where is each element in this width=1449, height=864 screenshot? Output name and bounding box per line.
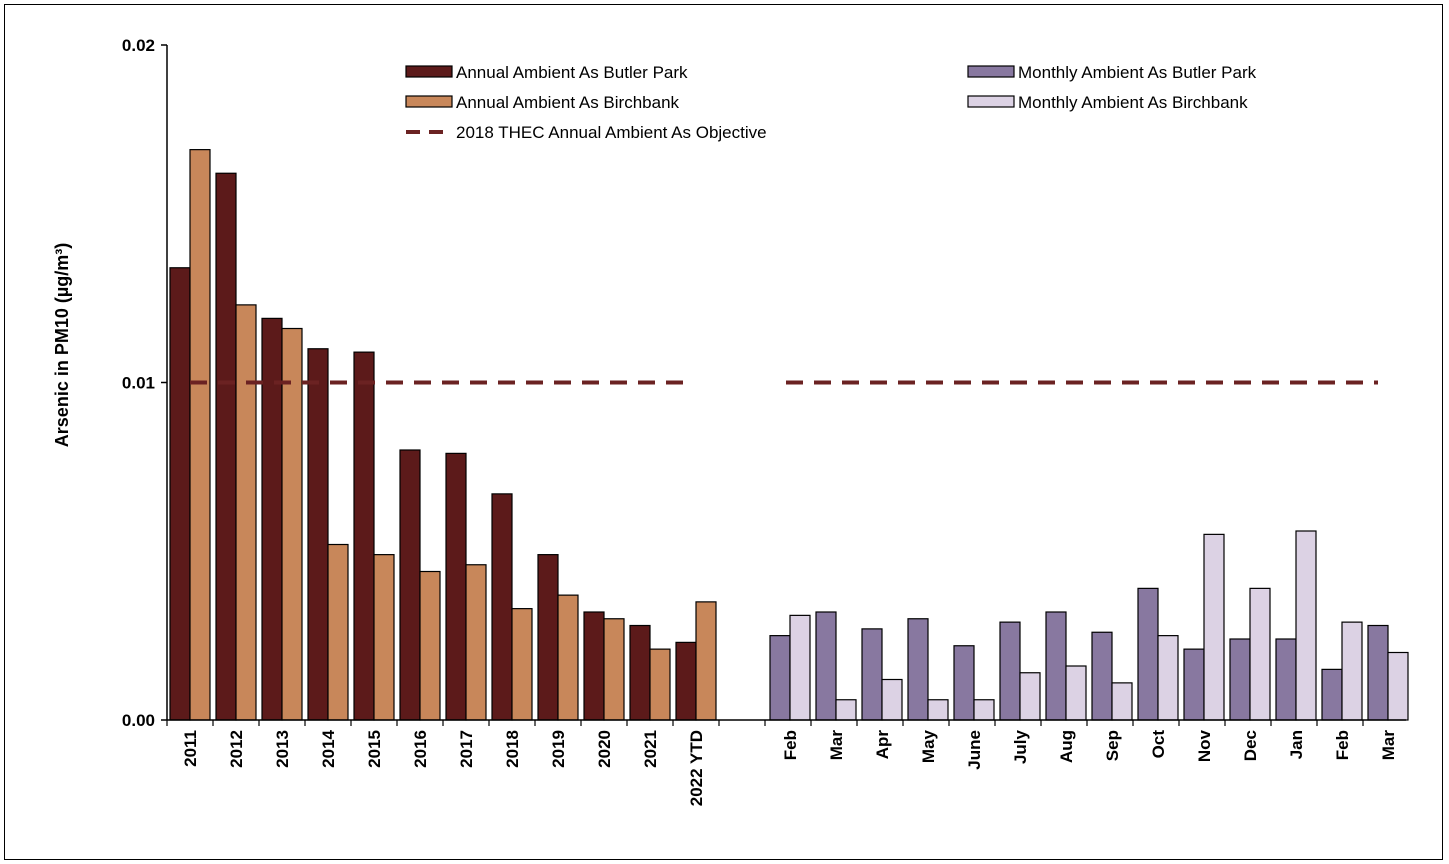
x-tick-label: Oct (1149, 730, 1168, 759)
annual-bar-1-0 (189, 149, 211, 721)
y-tick-label: 0.01 (122, 374, 155, 393)
legend-annual-birchbank-swatch (405, 95, 453, 108)
monthly-bar-0-8 (1137, 587, 1159, 721)
monthly-bar-0-12 (1321, 668, 1343, 721)
monthly-bar-1-9 (1203, 533, 1225, 721)
annual-bar-0-11 (675, 641, 697, 721)
annual-bar-0-2 (261, 317, 283, 721)
annual-bar-1-7 (511, 608, 533, 721)
x-tick-label: Mar (1379, 730, 1398, 761)
x-tick-label: Jan (1287, 730, 1306, 759)
x-tick-label: Feb (781, 730, 800, 760)
monthly-bar-1-0 (789, 614, 811, 721)
legend-annual-butler-label: Annual Ambient As Butler Park (456, 63, 688, 82)
x-tick-label: Aug (1057, 730, 1076, 763)
monthly-bar-1-6 (1065, 665, 1087, 721)
y-tick-label: 0.02 (122, 36, 155, 55)
legend-monthly-birchbank-swatch (967, 95, 1015, 108)
legend-objective-label: 2018 THEC Annual Ambient As Objective (456, 123, 767, 142)
y-axis-title: Arsenic in PM10 (µg/m³) (52, 243, 72, 447)
monthly-bar-1-5 (1019, 672, 1041, 721)
monthly-bar-1-3 (927, 699, 949, 721)
x-tick-label: Feb (1333, 730, 1352, 760)
x-tick-label: Sep (1103, 730, 1122, 761)
monthly-bar-1-1 (835, 699, 857, 721)
monthly-bar-1-11 (1295, 530, 1317, 721)
monthly-bar-1-2 (881, 678, 903, 721)
annual-bar-1-10 (649, 648, 671, 721)
annual-bar-1-2 (281, 327, 303, 721)
bars (169, 149, 1409, 721)
legend-annual-butler-swatch (405, 65, 453, 78)
monthly-bar-0-10 (1229, 638, 1251, 721)
annual-bar-0-5 (399, 449, 421, 721)
x-tick-label: 2014 (319, 729, 338, 767)
annual-bar-0-9 (583, 611, 605, 721)
legend-monthly-butler-label: Monthly Ambient As Butler Park (1018, 63, 1257, 82)
x-tick-label: Apr (873, 730, 892, 760)
monthly-bar-0-4 (953, 645, 975, 721)
monthly-bar-0-7 (1091, 631, 1113, 721)
x-tick-label: May (919, 729, 938, 763)
monthly-bar-1-13 (1387, 651, 1409, 721)
annual-bar-1-1 (235, 304, 257, 721)
x-tick-label: 2019 (549, 730, 568, 768)
annual-bar-0-6 (445, 452, 467, 721)
monthly-bar-0-13 (1367, 624, 1389, 721)
annual-bar-1-9 (603, 618, 625, 721)
x-tick-label: 2011 (181, 730, 200, 767)
annual-bar-1-11 (695, 601, 717, 721)
chart-frame (4, 4, 1443, 860)
monthly-bar-0-0 (769, 635, 791, 721)
annual-bar-1-5 (419, 570, 441, 721)
monthly-bar-0-5 (999, 621, 1021, 721)
annual-bar-0-3 (307, 348, 329, 721)
annual-bar-1-3 (327, 543, 349, 721)
x-tick-label: 2020 (595, 730, 614, 768)
monthly-bar-0-1 (815, 611, 837, 721)
annual-bar-0-1 (215, 172, 237, 721)
annual-bar-1-8 (557, 594, 579, 721)
legend-annual-birchbank-label: Annual Ambient As Birchbank (456, 93, 680, 112)
x-tick-label: 2012 (227, 730, 246, 768)
monthly-bar-0-9 (1183, 648, 1205, 721)
monthly-bar-0-3 (907, 618, 929, 721)
x-tick-label: 2018 (503, 730, 522, 768)
axes: 0.00 0.01 0.02 2011 2012 2013 2014 2015 2016 2017… (122, 36, 1406, 806)
x-tick-label: 2021 (641, 730, 660, 768)
annual-bar-0-7 (491, 493, 513, 721)
x-tick-label: 2016 (411, 730, 430, 768)
annual-bar-0-10 (629, 624, 651, 721)
x-tick-label: June (965, 730, 984, 770)
monthly-bar-0-11 (1275, 638, 1297, 721)
monthly-bar-1-12 (1341, 621, 1363, 721)
monthly-bar-1-4 (973, 699, 995, 721)
y-tick-label: 0.00 (122, 711, 155, 730)
monthly-bar-1-7 (1111, 682, 1133, 721)
legend: Annual Ambient As Butler Park Annual Ambi… (405, 63, 1257, 142)
x-tick-label: Mar (827, 730, 846, 761)
monthly-bar-1-10 (1249, 587, 1271, 721)
annual-bar-0-4 (353, 351, 375, 721)
x-tick-label: 2017 (457, 730, 476, 768)
annual-bar-0-8 (537, 554, 559, 721)
x-tick-label: Dec (1241, 730, 1260, 761)
x-tick-label: July (1011, 729, 1030, 764)
x-tick-label: Nov (1195, 729, 1214, 762)
monthly-bar-0-6 (1045, 611, 1067, 721)
x-tick-label: 2022 YTD (687, 730, 706, 806)
legend-monthly-butler-swatch (967, 65, 1015, 78)
monthly-bar-0-2 (861, 628, 883, 721)
annual-bar-0-0 (169, 267, 191, 721)
annual-bar-1-6 (465, 564, 487, 721)
x-tick-label: 2013 (273, 730, 292, 768)
legend-monthly-birchbank-label: Monthly Ambient As Birchbank (1018, 93, 1248, 112)
monthly-bar-1-8 (1157, 635, 1179, 721)
annual-bar-1-4 (373, 554, 395, 721)
x-tick-label: 2015 (365, 730, 384, 768)
